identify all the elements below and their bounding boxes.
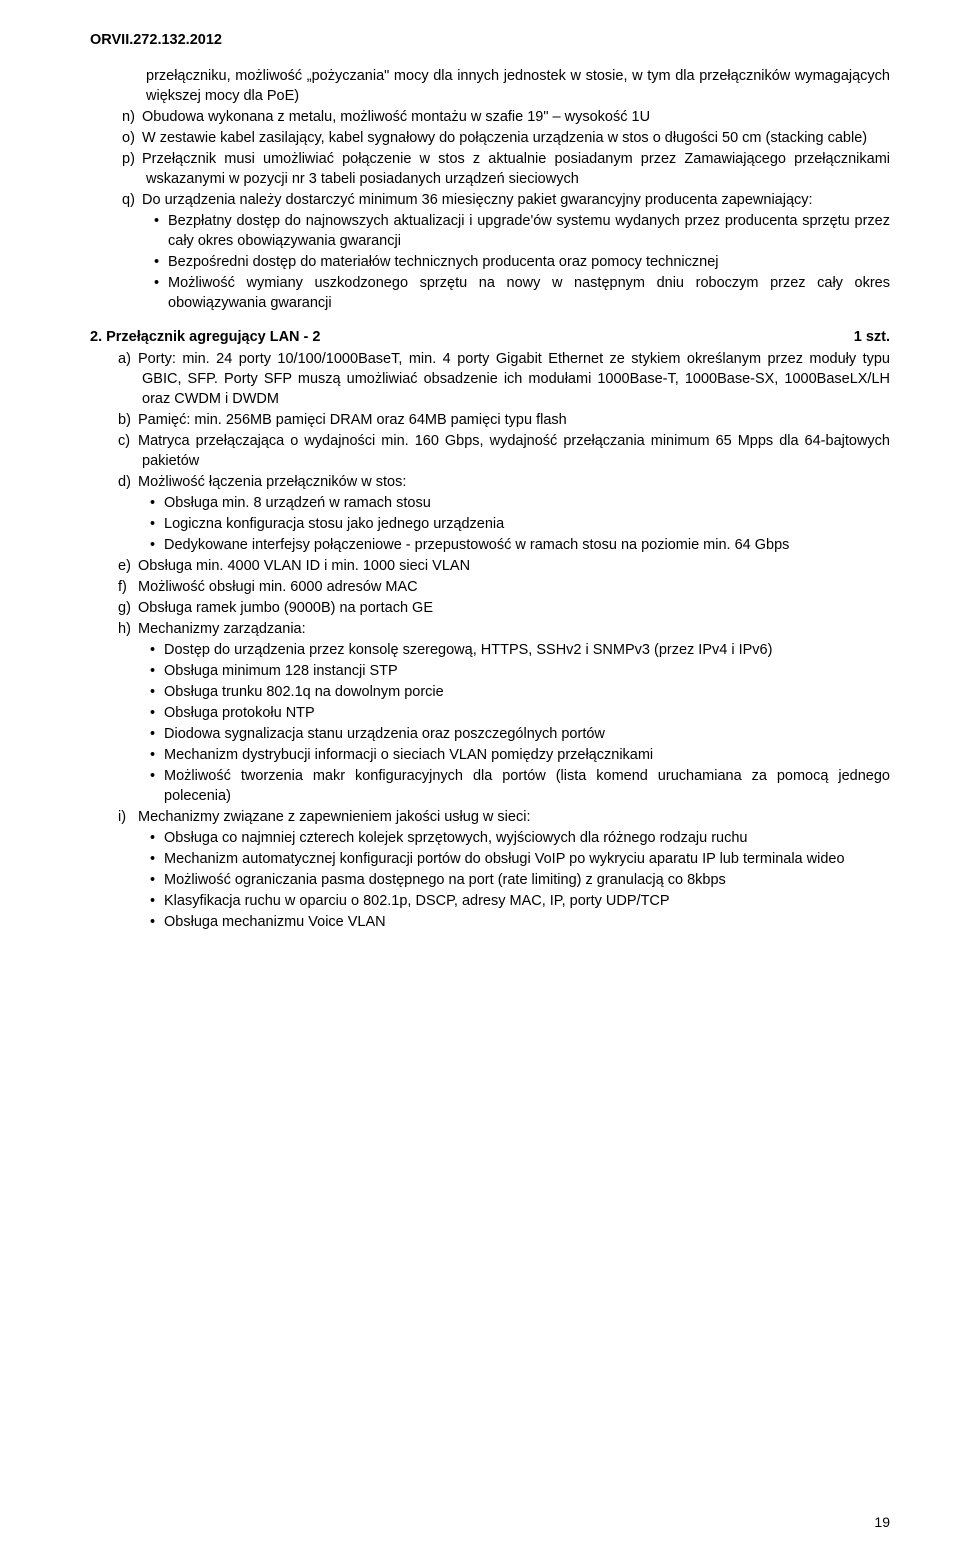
item-c: c)Matryca przełączająca o wydajności min… <box>118 431 890 471</box>
bullet-text: Możliwość wymiany uszkodzonego sprzętu n… <box>168 275 890 311</box>
section2-list: a)Porty: min. 24 porty 10/100/1000BaseT,… <box>118 349 890 492</box>
item-d: d)Możliwość łączenia przełączników w sto… <box>118 472 890 492</box>
bullet-item: Możliwość tworzenia makr konfiguracyjnyc… <box>142 766 890 806</box>
bullet-item: Bezpłatny dostęp do najnowszych aktualiz… <box>146 211 890 251</box>
item-i-text: Mechanizmy związane z zapewnieniem jakoś… <box>138 809 530 825</box>
item-f: f)Możliwość obsługi min. 6000 adresów MA… <box>118 577 890 597</box>
bullet-text: Możliwość tworzenia makr konfiguracyjnyc… <box>164 768 890 804</box>
bullet-text: Dostęp do urządzenia przez konsolę szere… <box>164 642 772 658</box>
item-p-text: Przełącznik musi umożliwiać połączenie w… <box>142 151 890 187</box>
item-p: p)Przełącznik musi umożliwiać połączenie… <box>90 149 890 189</box>
section2-title: 2. Przełącznik agregujący LAN - 2 <box>90 327 320 347</box>
item-e-text: Obsługa min. 4000 VLAN ID i min. 1000 si… <box>138 558 470 574</box>
bullet-text: Obsługa trunku 802.1q na dowolnym porcie <box>164 684 444 700</box>
item-a: a)Porty: min. 24 porty 10/100/1000BaseT,… <box>118 349 890 409</box>
page-container: ORVII.272.132.2012 przełączniku, możliwo… <box>0 0 960 1554</box>
bullet-item: Możliwość ograniczania pasma dostępnego … <box>142 870 890 890</box>
body: przełączniku, możliwość „pożyczania" moc… <box>90 66 890 932</box>
bullet-item: Dedykowane interfejsy połączeniowe - prz… <box>142 535 890 555</box>
item-h: h)Mechanizmy zarządzania: <box>118 619 890 639</box>
section2-list-2: e)Obsługa min. 4000 VLAN ID i min. 1000 … <box>118 556 890 639</box>
item-e: e)Obsługa min. 4000 VLAN ID i min. 1000 … <box>118 556 890 576</box>
item-a-text: Porty: min. 24 porty 10/100/1000BaseT, m… <box>138 351 890 407</box>
item-o-text: W zestawie kabel zasilający, kabel sygna… <box>142 130 867 146</box>
item-q-text: Do urządzenia należy dostarczyć minimum … <box>142 192 813 208</box>
bullet-text: Mechanizm dystrybucji informacji o sieci… <box>164 747 653 763</box>
item-g: g)Obsługa ramek jumbo (9000B) na portach… <box>118 598 890 618</box>
bullet-text: Bezpośredni dostęp do materiałów technic… <box>168 254 719 270</box>
item-d-text: Możliwość łączenia przełączników w stos: <box>138 474 406 490</box>
item-o: o)W zestawie kabel zasilający, kabel syg… <box>90 128 890 148</box>
bullet-item: Dostęp do urządzenia przez konsolę szere… <box>142 640 890 660</box>
item-n-text: Obudowa wykonana z metalu, możliwość mon… <box>142 109 650 125</box>
bullet-text: Klasyfikacja ruchu w oparciu o 802.1p, D… <box>164 893 670 909</box>
section2-d-bullets: Obsługa min. 8 urządzeń w ramach stosu L… <box>118 493 890 555</box>
item-g-text: Obsługa ramek jumbo (9000B) na portach G… <box>138 600 433 616</box>
section1-list: przełączniku, możliwość „pożyczania" moc… <box>90 66 890 210</box>
bullet-text: Mechanizm automatycznej konfiguracji por… <box>164 851 845 867</box>
bullet-item: Mechanizm dystrybucji informacji o sieci… <box>142 745 890 765</box>
bullet-text: Obsługa mechanizmu Voice VLAN <box>164 914 386 930</box>
item-b-text: Pamięć: min. 256MB pamięci DRAM oraz 64M… <box>138 412 567 428</box>
bullet-item: Obsługa protokołu NTP <box>142 703 890 723</box>
bullet-text: Obsługa co najmniej czterech kolejek spr… <box>164 830 748 846</box>
bullet-item: Możliwość wymiany uszkodzonego sprzętu n… <box>146 273 890 313</box>
item-b: b)Pamięć: min. 256MB pamięci DRAM oraz 6… <box>118 410 890 430</box>
bullet-item: Klasyfikacja ruchu w oparciu o 802.1p, D… <box>142 891 890 911</box>
bullet-text: Dedykowane interfejsy połączeniowe - prz… <box>164 537 789 553</box>
page-number: 19 <box>874 1514 890 1530</box>
bullet-text: Obsługa protokołu NTP <box>164 705 315 721</box>
item-f-text: Możliwość obsługi min. 6000 adresów MAC <box>138 579 418 595</box>
bullet-item: Obsługa min. 8 urządzeń w ramach stosu <box>142 493 890 513</box>
bullet-text: Możliwość ograniczania pasma dostępnego … <box>164 872 726 888</box>
bullet-text: Bezpłatny dostęp do najnowszych aktualiz… <box>168 213 890 249</box>
section2-i-bullets: Obsługa co najmniej czterech kolejek spr… <box>118 828 890 932</box>
bullet-item: Obsługa co najmniej czterech kolejek spr… <box>142 828 890 848</box>
bullet-item: Bezpośredni dostęp do materiałów technic… <box>146 252 890 272</box>
item-cont: przełączniku, możliwość „pożyczania" moc… <box>90 66 890 106</box>
section2-qty: 1 szt. <box>854 327 890 347</box>
item-n: n)Obudowa wykonana z metalu, możliwość m… <box>90 107 890 127</box>
bullet-text: Obsługa min. 8 urządzeń w ramach stosu <box>164 495 431 511</box>
item-h-text: Mechanizmy zarządzania: <box>138 621 306 637</box>
section2-body: a)Porty: min. 24 porty 10/100/1000BaseT,… <box>90 349 890 932</box>
bullet-text: Logiczna konfiguracja stosu jako jednego… <box>164 516 504 532</box>
bullet-item: Obsługa trunku 802.1q na dowolnym porcie <box>142 682 890 702</box>
bullet-item: Logiczna konfiguracja stosu jako jednego… <box>142 514 890 534</box>
section2-h-bullets: Dostęp do urządzenia przez konsolę szere… <box>118 640 890 806</box>
doc-header: ORVII.272.132.2012 <box>90 32 890 48</box>
section2-heading: 2. Przełącznik agregujący LAN - 2 1 szt. <box>90 327 890 347</box>
item-c-text: Matryca przełączająca o wydajności min. … <box>138 433 890 469</box>
item-q: q)Do urządzenia należy dostarczyć minimu… <box>90 190 890 210</box>
bullet-text: Obsługa minimum 128 instancji STP <box>164 663 398 679</box>
bullet-item: Diodowa sygnalizacja stanu urządzenia or… <box>142 724 890 744</box>
bullet-text: Diodowa sygnalizacja stanu urządzenia or… <box>164 726 605 742</box>
item-i: i)Mechanizmy związane z zapewnieniem jak… <box>118 807 890 827</box>
section2-list-3: i)Mechanizmy związane z zapewnieniem jak… <box>118 807 890 827</box>
bullet-item: Obsługa minimum 128 instancji STP <box>142 661 890 681</box>
bullet-item: Mechanizm automatycznej konfiguracji por… <box>142 849 890 869</box>
bullet-item: Obsługa mechanizmu Voice VLAN <box>142 912 890 932</box>
section1-q-bullets: Bezpłatny dostęp do najnowszych aktualiz… <box>90 211 890 313</box>
